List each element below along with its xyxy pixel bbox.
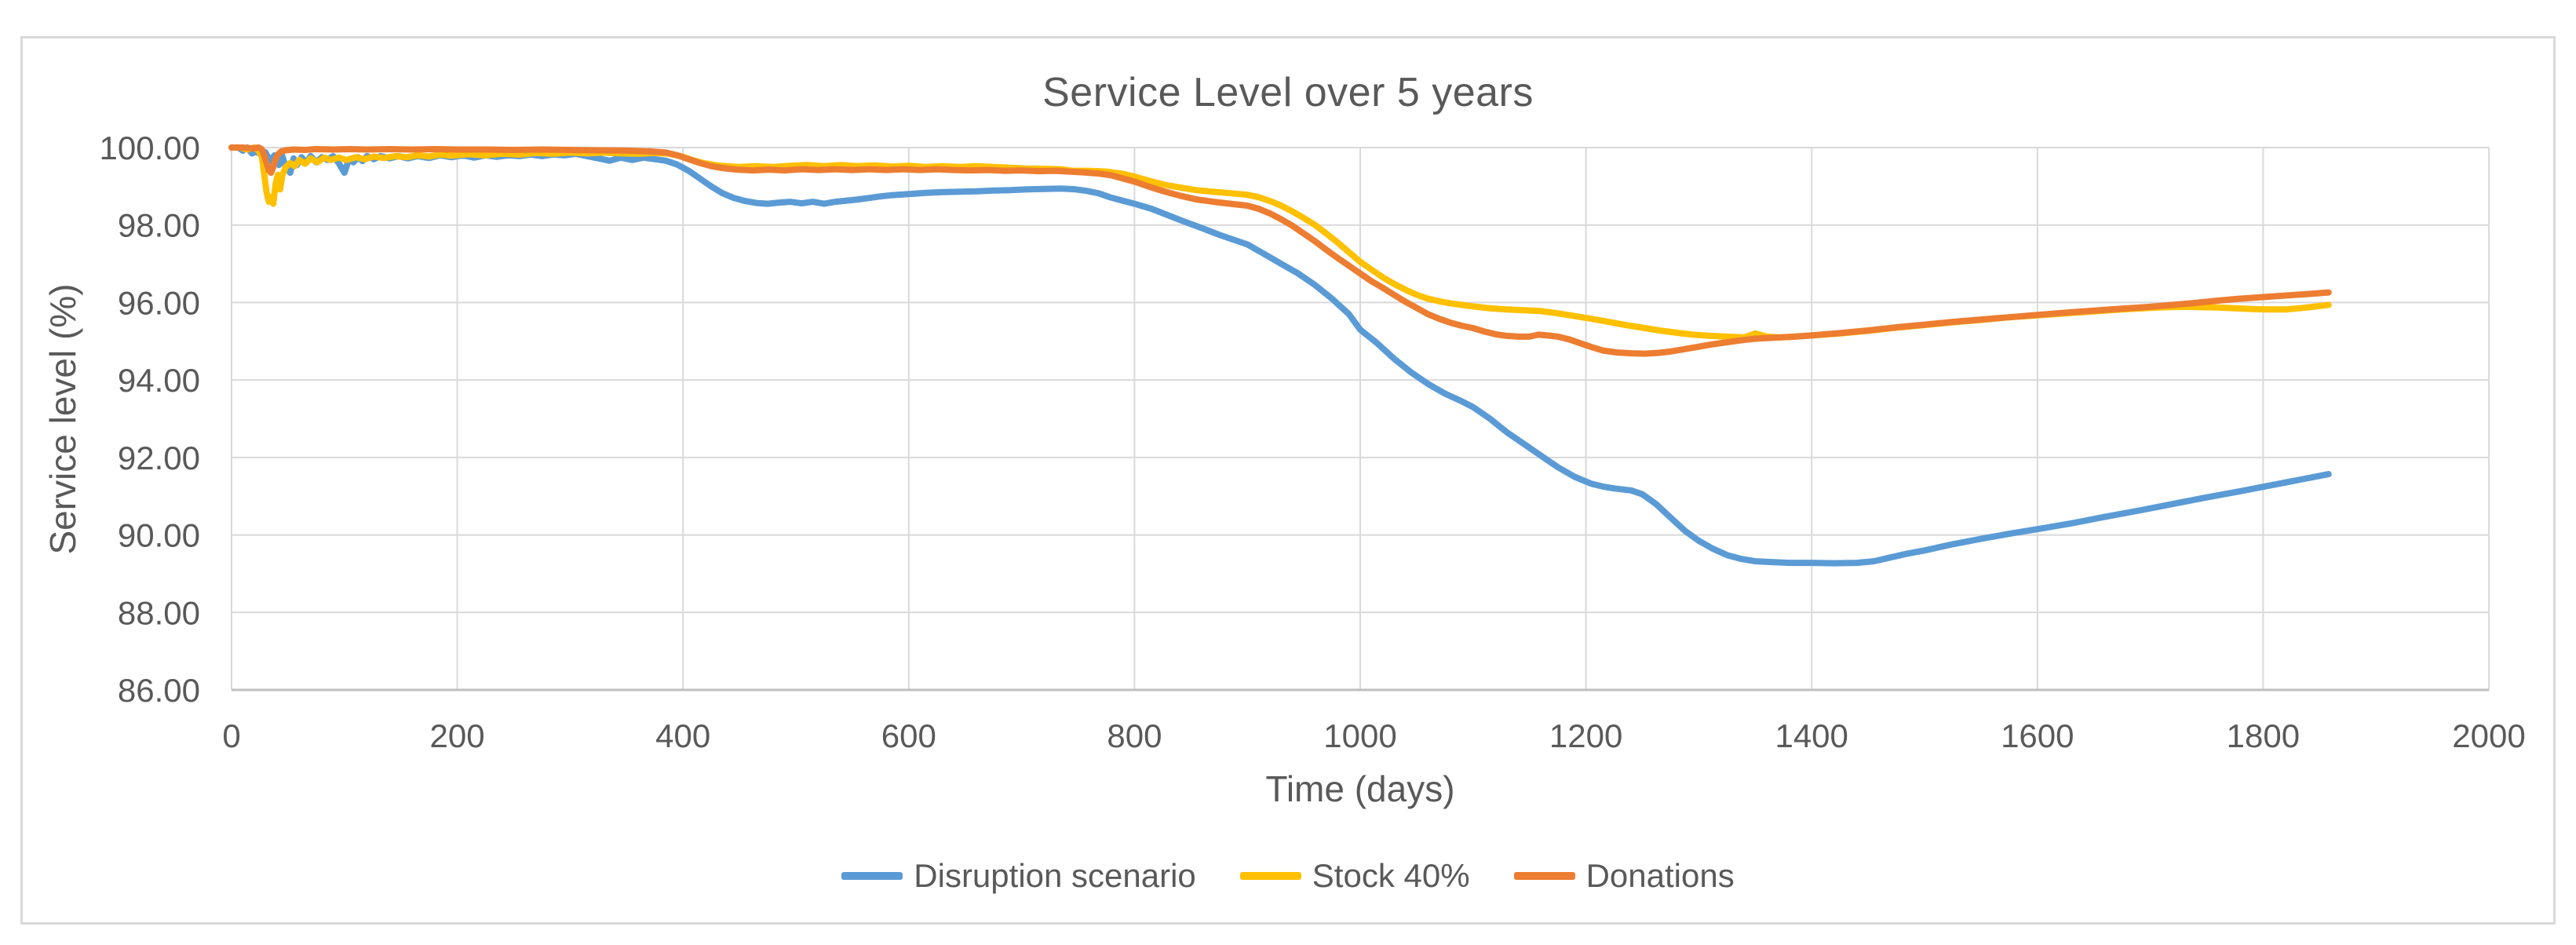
legend-label: Stock 40% xyxy=(1312,857,1470,894)
x-tick-label: 1400 xyxy=(1775,717,1848,754)
x-tick-label: 200 xyxy=(430,717,485,754)
x-tick-label: 2000 xyxy=(2452,717,2525,754)
legend-line-swatch-orange xyxy=(1513,872,1575,880)
y-tick-label: 92.00 xyxy=(118,440,200,476)
y-tick-label: 88.00 xyxy=(118,594,200,631)
legend-item-disruption-scenario: Disruption scenario xyxy=(841,857,1196,895)
x-tick-label: 0 xyxy=(222,717,240,754)
chart-border xyxy=(20,36,2556,925)
y-tick-label: 94.00 xyxy=(118,362,200,399)
x-tick-label: 1800 xyxy=(2227,717,2300,754)
legend-label: Donations xyxy=(1585,857,1735,894)
y-axis-title: Service level (%) xyxy=(42,283,83,555)
y-tick-label: 98.00 xyxy=(118,207,200,244)
y-tick-label: 100.00 xyxy=(100,130,200,166)
legend-item-stock-40: Stock 40% xyxy=(1239,857,1470,895)
x-tick-label: 600 xyxy=(881,717,936,754)
x-tick-label: 1600 xyxy=(2001,717,2074,754)
series-line-stock-40- xyxy=(228,144,2332,341)
legend-label: Disruption scenario xyxy=(914,857,1196,894)
x-tick-label: 800 xyxy=(1107,717,1162,754)
y-tick-label: 96.00 xyxy=(118,284,200,321)
x-axis-title: Time (days) xyxy=(1265,768,1455,809)
chart-title: Service Level over 5 years xyxy=(1042,70,1534,115)
y-tick-label: 90.00 xyxy=(118,517,200,554)
x-tick-label: 1200 xyxy=(1549,717,1622,754)
legend-line-swatch-blue xyxy=(841,872,903,880)
legend-line-swatch-yellow xyxy=(1239,872,1301,880)
x-tick-label: 1000 xyxy=(1323,717,1396,754)
y-tick-label: 86.00 xyxy=(118,672,200,709)
series-line-donations xyxy=(228,144,2332,357)
x-tick-label: 400 xyxy=(655,717,710,754)
series-line-disruption-scenario xyxy=(228,144,2332,567)
legend: Disruption scenario Stock 40% Donations xyxy=(0,854,2576,898)
legend-item-donations: Donations xyxy=(1513,857,1735,895)
